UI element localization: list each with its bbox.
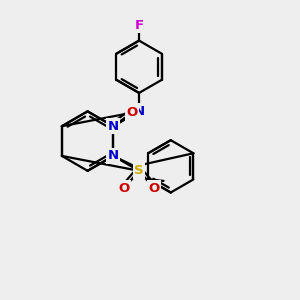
Text: S: S — [134, 164, 144, 177]
Text: N: N — [134, 105, 145, 118]
Text: O: O — [118, 182, 130, 194]
Text: N: N — [108, 120, 119, 133]
Text: F: F — [134, 19, 144, 32]
Text: O: O — [126, 106, 137, 119]
Text: O: O — [148, 182, 160, 194]
Text: N: N — [108, 149, 119, 162]
